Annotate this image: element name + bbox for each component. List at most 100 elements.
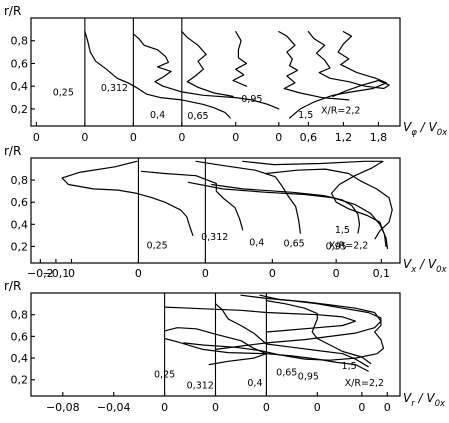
plot-frame [30,17,401,127]
x-tick-label: −0,08 [46,401,80,414]
y-axis-label: r/R [4,144,21,158]
curve-label: 0,65 [187,111,208,122]
x-axis-label-part: V [403,120,412,134]
x-tick-label: 0 [81,131,88,144]
x-tick-label: 1,2 [335,131,353,144]
curve-label: 0,4 [150,110,165,121]
y-tick-label: 0,8 [11,309,29,322]
x-tick-label: 0 [333,267,340,280]
x-axis-label: Vx / V0x [403,257,448,275]
y-axis-label: r/R [4,4,21,18]
profile-curve [265,300,372,365]
x-tick-label: 0 [130,131,137,144]
curve-label: 1,5 [298,110,313,121]
x-tick-label: −0,04 [97,401,131,414]
profile-curve [140,170,244,231]
profile-curve [132,33,280,110]
x-tick-label: −0,1 [43,267,70,280]
curve-label: 0,95 [241,94,262,105]
x-tick-label: 0 [314,401,321,414]
y-tick-label: 0,6 [11,57,29,70]
x-tick-label: 0 [275,131,282,144]
profile-curve [181,31,234,97]
curve-label: 0,65 [276,367,297,378]
curve-label: 0,312 [101,83,128,94]
profile-curve [84,31,231,119]
x-tick-label: 0 [178,131,185,144]
x-tick-label: 0 [263,401,270,414]
curve-label: 0,312 [201,232,228,243]
x-tick-label: 0,1 [373,267,391,280]
y-tick-label: 0,4 [11,80,29,93]
x-axis-label-part: x [410,265,417,275]
plot-frame [30,157,401,264]
y-tick-label: 0,6 [11,196,29,209]
x-tick-label: 0 [135,267,142,280]
y-axis-label: r/R [4,279,21,293]
curve-label: X/R=2,2 [329,241,368,252]
curve-label: X/R=2,2 [345,378,384,389]
x-axis-label-part: 0x [437,128,448,138]
y-tick-label: 0,2 [11,240,29,253]
profile-curve [61,160,194,236]
profile-curve [289,31,388,119]
curve-label: 0,312 [187,380,214,391]
x-axis-label-part: r [411,399,415,409]
curve-label: 0,95 [298,372,319,383]
x-tick-label: 0 [212,401,219,414]
x-axis-label-part: V [429,120,438,134]
y-tick-label: 0,4 [11,352,29,365]
curve-label: 0,4 [249,237,264,248]
x-tick-label: 0 [384,401,391,414]
x-axis-label-part: 0x [435,399,446,409]
curve-label: 1,5 [342,361,357,372]
curve-label: 0,25 [53,87,74,98]
curve-label: X/R=2,2 [321,105,360,116]
profile-curve [242,160,387,247]
profile-curve [164,327,267,366]
x-axis-label-part: V [428,257,437,271]
profile-curve [214,294,382,350]
x-axis-label-part: φ [411,128,417,138]
profile-curve [183,294,385,361]
x-tick-label: 0 [33,131,40,144]
y-tick-label: 0,8 [11,35,29,48]
y-tick-label: 0,8 [11,174,29,187]
x-axis-label-part: / [417,120,429,134]
x-tick-label: 0 [358,401,365,414]
profile-curve [211,183,361,234]
x-tick-label: 0 [161,401,168,414]
x-tick-label: 0 [68,267,75,280]
profile-curve [187,181,389,250]
profile-curve [164,306,357,333]
y-tick-label: 0,2 [11,374,29,387]
profile-curve [214,303,369,368]
x-tick-label: 1,8 [370,131,388,144]
curve-label: 0,95 [326,242,347,253]
x-axis-label-part: 0x [436,265,447,275]
x-axis-label-part: / [416,257,428,271]
x-axis-label: Vφ / V0x [403,120,448,138]
x-axis-label-part: V [403,257,412,271]
x-tick-label: 0 [202,267,209,280]
curve-label: 0,25 [147,241,168,252]
x-tick-label: 0,6 [300,131,318,144]
x-axis-label-part: V [426,391,435,405]
y-tick-label: 0,4 [11,218,29,231]
x-axis-label-part: V [403,391,412,405]
x-tick-label: 0 [232,131,239,144]
profile-curve [278,31,350,101]
curve-label: 0,4 [247,378,262,389]
x-axis-label: Vr / V0x [403,391,446,409]
curve-label: 0,65 [284,238,305,249]
x-axis-label-part: / [415,391,427,405]
curve-label: 1,5 [335,225,350,236]
y-tick-label: 0,6 [11,330,29,343]
y-tick-label: 0,2 [11,103,29,116]
curve-label: 0,25 [154,370,175,381]
x-tick-label: 0 [269,267,276,280]
profile-curve [307,31,390,97]
x-tick-label: −0,2 [27,267,54,280]
profile-curve [265,168,393,240]
